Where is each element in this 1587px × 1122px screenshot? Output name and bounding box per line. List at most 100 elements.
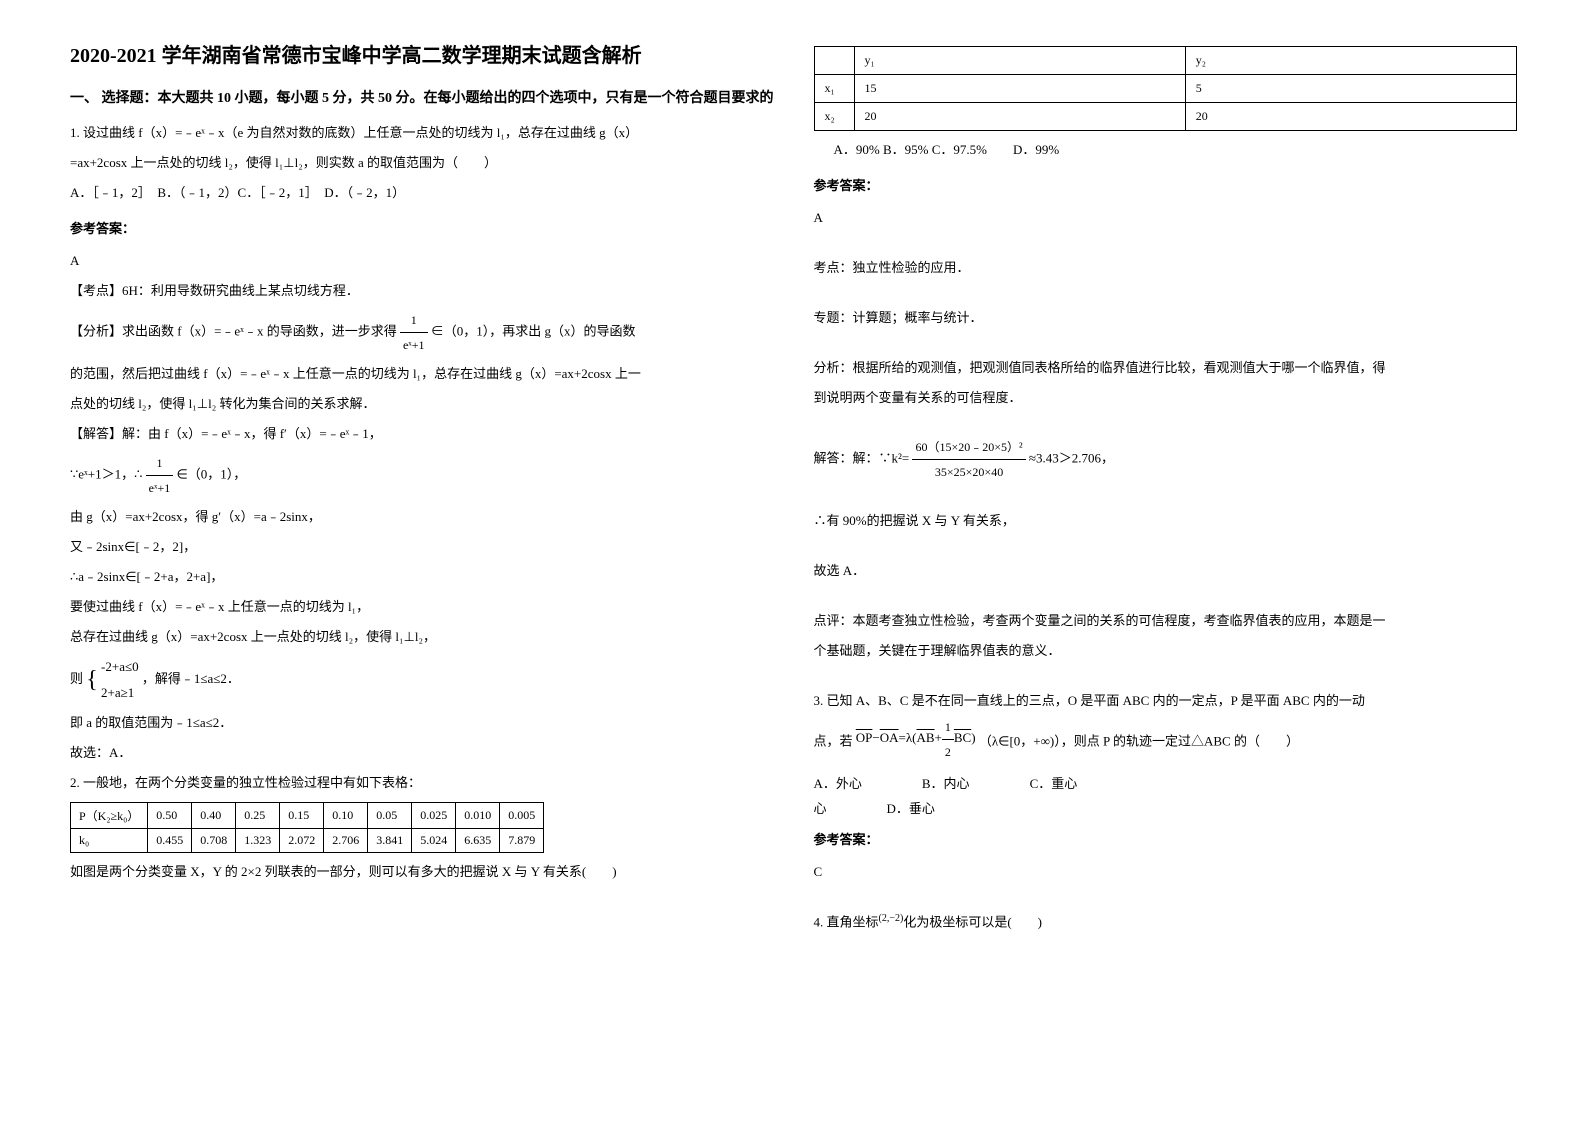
page-title: 2020-2021 学年湖南省常德市宝峰中学高二数学理期末试题含解析 [70, 40, 774, 72]
q2-fenxi-2: 到说明两个变量有关系的可信程度． [814, 385, 1518, 411]
frac-den: 35×25×20×40 [912, 460, 1025, 484]
vec-ab: AB [916, 730, 934, 745]
q2-stem2: 如图是两个分类变量 X，Y 的 2×2 列联表的一部分，则可以有多大的把握说 X… [70, 859, 774, 885]
frac-num: 1 [942, 715, 954, 740]
q1-jieda-4: 又﹣2sinx∈[﹣2，2]， [70, 534, 774, 560]
q3-answer: C [814, 859, 1518, 885]
q3-answer-label: 参考答案： [814, 827, 1518, 853]
table-cell: 0.005 [500, 803, 544, 829]
q1-stem-line1: 1. 设过曲线 f（x）=﹣eˣ﹣x（e 为自然对数的底数）上任意一点处的切线为… [70, 120, 774, 146]
q4-coord: (2,−2) [879, 913, 904, 924]
table-cell: 0.708 [192, 829, 236, 853]
table-cell: 15 [854, 75, 1185, 103]
q2-table2: y₁ y₂ x₁ 15 5 x₂ 20 20 [814, 46, 1518, 131]
q2-zhuanti: 专题：计算题；概率与统计． [814, 305, 1518, 331]
q2-jieda-3: 故选 A． [814, 558, 1518, 584]
q1-jieda-9: 即 a 的取值范围为﹣1≤a≤2． [70, 710, 774, 736]
vec-op: OP [856, 730, 873, 745]
right-column: y₁ y₂ x₁ 15 5 x₂ 20 20 A．90% B．95% C．97.… [794, 40, 1538, 1082]
q4-stem-b: 化为极坐标可以是( ) [903, 914, 1042, 929]
fraction-icon: 60（15×20﹣20×5）² 35×25×20×40 [912, 435, 1025, 484]
q3-options: A．外心 B．内心 C．重心 心 D．垂心 [814, 773, 1518, 817]
q2-jieda-1: 解答：解：∵k²= 60（15×20﹣20×5）² 35×25×20×40 ≈3… [814, 435, 1518, 484]
q1-options: A．［﹣1，2］ B．（﹣1，2）C．［﹣2，1］ D．（﹣2，1） [70, 180, 774, 206]
q3-optC-cont: 心 [814, 798, 827, 817]
q3-stem-2: 点，若 OP−OA=λ(AB+12BC) （λ∈[0，+∞)），则点 P 的轨迹… [814, 718, 1518, 767]
q3-optD: D．垂心 [887, 798, 935, 817]
table-cell: 2.706 [324, 829, 368, 853]
q2-dianping-1: 点评：本题考查独立性检验，考查两个变量之间的关系的可信程度，考查临界值表的应用，… [814, 608, 1518, 634]
q3-optB: B．内心 [922, 773, 970, 792]
table-cell: 0.010 [456, 803, 500, 829]
table-cell: 7.879 [500, 829, 544, 853]
table-cell: 20 [854, 103, 1185, 131]
q4-stem-a: 4. 直角坐标 [814, 914, 879, 929]
brace-content: -2+a≤0 2+a≥1 [101, 654, 139, 706]
q1-jieda-8: 则 { -2+a≤0 2+a≥1 ，解得﹣1≤a≤2． [70, 654, 774, 706]
table-cell: 0.25 [236, 803, 280, 829]
brace-line1: -2+a≤0 [101, 654, 139, 680]
vector-expr: OP−OA=λ(AB+12BC) [856, 730, 979, 745]
q1-fenxi-text1: 【分析】求出函数 f（x）=﹣eˣ﹣x 的导函数，进一步求得 [70, 324, 397, 339]
q1-fenxi: 【分析】求出函数 f（x）=﹣eˣ﹣x 的导函数，进一步求得 1 eˣ+1 ∈（… [70, 308, 774, 357]
table-cell: 0.10 [324, 803, 368, 829]
q2-table1: P（K₂≥k₀） 0.50 0.40 0.25 0.15 0.10 0.05 0… [70, 802, 544, 853]
q2-kaodian: 考点：独立性检验的应用． [814, 255, 1518, 281]
q1-jieda-8b: ，解得﹣1≤a≤2． [142, 671, 240, 686]
q2-options: A．90% B．95% C．97.5% D．99% [834, 137, 1518, 163]
q2-stem: 2. 一般地，在两个分类变量的独立性检验过程中有如下表格： [70, 770, 774, 796]
q1-jieda-10: 故选：A． [70, 740, 774, 766]
q1-stem-line2: =ax+2cosx 上一点处的切线 l₂，使得 l₁⊥l₂，则实数 a 的取值范… [70, 150, 774, 176]
vec-oa: OA [880, 730, 899, 745]
q1-jieda-6: 要使过曲线 f（x）=﹣eˣ﹣x 上任意一点的切线为 l₁， [70, 594, 774, 620]
q1-jieda-2b: ∈（0，1）， [176, 467, 246, 482]
table-cell: 20 [1185, 103, 1516, 131]
vec-bc: BC [954, 730, 971, 745]
table-cell: 0.50 [148, 803, 192, 829]
table-cell: 0.05 [368, 803, 412, 829]
brace-line2: 2+a≥1 [101, 680, 139, 706]
q2-answer-label: 参考答案： [814, 173, 1518, 199]
q2-answer: A [814, 205, 1518, 231]
q1-jieda-7: 总存在过曲线 g（x）=ax+2cosx 上一点处的切线 l₂，使得 l₁⊥l₂… [70, 624, 774, 650]
q1-jieda-5: ∴a﹣2sinx∈[﹣2+a，2+a]， [70, 564, 774, 590]
q1-fenxi-4: 点处的切线 l₂，使得 l₁⊥l₂ 转化为集合间的关系求解． [70, 391, 774, 417]
q1-answer-label: 参考答案： [70, 216, 774, 242]
table-cell: 2.072 [280, 829, 324, 853]
q3-optA: A．外心 [814, 773, 862, 792]
q2-jieda-1a: 解答：解：∵k²= [814, 450, 910, 465]
frac-den: eˣ+1 [146, 476, 174, 500]
q1-fenxi-3: 的范围，然后把过曲线 f（x）=﹣eˣ﹣x 上任意一点的切线为 l₁，总存在过曲… [70, 361, 774, 387]
table-cell: 3.841 [368, 829, 412, 853]
table-cell: x₁ [814, 75, 854, 103]
q2-fenxi-1: 分析：根据所给的观测值，把观测值同表格所给的临界值进行比较，看观测值大于哪一个临… [814, 355, 1518, 381]
q2-jieda-2: ∴有 90%的把握说 X 与 Y 有关系， [814, 508, 1518, 534]
table-cell: 6.635 [456, 829, 500, 853]
q3-stem-1: 3. 已知 A、B、C 是不在同一直线上的三点，O 是平面 ABC 内的一定点，… [814, 688, 1518, 714]
q2-jieda-1b: ≈3.43＞2.706， [1029, 450, 1114, 465]
frac-num: 60（15×20﹣20×5）² [912, 435, 1025, 460]
q1-jieda-3: 由 g（x）=ax+2cosx，得 g′（x）=a﹣2sinx， [70, 504, 774, 530]
table-cell: 1.323 [236, 829, 280, 853]
table-cell: 0.40 [192, 803, 236, 829]
table-row: x₁ 15 5 [814, 75, 1517, 103]
section1-heading: 一、 选择题：本大题共 10 小题，每小题 5 分，共 50 分。在每小题给出的… [70, 88, 774, 110]
table-cell: 0.15 [280, 803, 324, 829]
frac-den: eˣ+1 [400, 333, 428, 357]
table-cell: x₂ [814, 103, 854, 131]
q1-kaodian: 【考点】6H：利用导数研究曲线上某点切线方程． [70, 278, 774, 304]
fraction-icon: 1 eˣ+1 [400, 308, 428, 357]
q1-jieda-2a: ∵eˣ+1＞1，∴ [70, 467, 142, 482]
table-cell: y₁ [854, 47, 1185, 75]
frac-den: 2 [942, 740, 954, 764]
q1-jieda-8a: 则 [70, 671, 83, 686]
frac-num: 1 [146, 451, 174, 476]
q1-jieda-2: ∵eˣ+1＞1，∴ 1 eˣ+1 ∈（0，1）， [70, 451, 774, 500]
table-cell: 5 [1185, 75, 1516, 103]
q1-answer: A [70, 248, 774, 274]
fraction-icon: 12 [942, 715, 954, 764]
table-cell: 5.024 [412, 829, 456, 853]
q1-fenxi-text2: ∈（0，1），再求出 g（x）的导函数 [431, 324, 636, 339]
table-cell: k₀ [71, 829, 148, 853]
table-row: P（K₂≥k₀） 0.50 0.40 0.25 0.15 0.10 0.05 0… [71, 803, 544, 829]
